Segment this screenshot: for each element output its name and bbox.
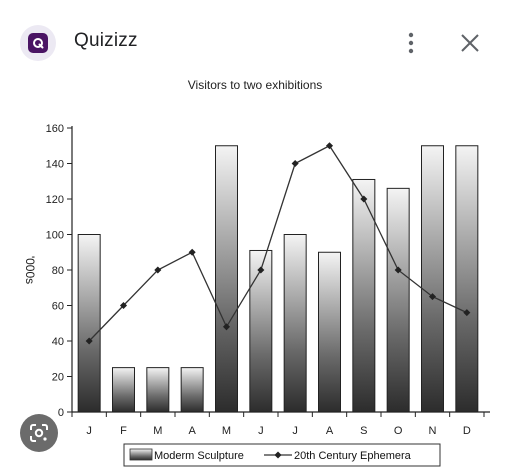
app-header: Quizizz: [0, 0, 512, 84]
bar-6: [283, 234, 307, 413]
x-tick-label-3: A: [188, 425, 196, 437]
ephemera-point-3: [188, 248, 196, 256]
x-tick-label-2: M: [153, 425, 162, 437]
y-tick-label-5: 100: [46, 230, 64, 242]
y-tick-label-1: 20: [52, 372, 64, 384]
x-tick-label-7: A: [326, 425, 334, 437]
x-tick-label-9: O: [394, 425, 403, 437]
legend-entry-ephemera: 20th Century Ephemera: [294, 450, 412, 462]
ephemera-point-8: [360, 195, 368, 203]
axes-group: 0 20 40 60 80 100 120 140 160 J F M A M J J A S O N D: [46, 123, 490, 437]
app-name: Quizizz: [74, 30, 138, 51]
y-tick-label-2: 40: [52, 336, 64, 348]
chart-area: Visitors to two exhibitions '000s 0 20 40 6…: [0, 66, 512, 476]
ephemera-point-0: [85, 337, 93, 345]
bar-7: [318, 251, 341, 413]
x-tick-label-4: M: [222, 425, 231, 437]
legend-entry-sculpture: Moderm Sculpture: [154, 450, 244, 462]
x-tick-label-8: S: [360, 425, 367, 437]
x-tick-label-10: N: [429, 425, 437, 437]
close-button[interactable]: [456, 27, 484, 59]
google-lens-icon: [30, 424, 48, 442]
ephemera-point-7: [325, 142, 334, 150]
ephemera-point-11: [463, 309, 471, 317]
ephemera-point-2: [154, 266, 162, 274]
quizizz-q-glyph-icon: [33, 38, 44, 49]
line-series-group: [85, 142, 471, 345]
ephemera-point-1: [119, 301, 128, 310]
x-tick-label-5: J: [258, 425, 264, 437]
ephemera-point-6: [291, 159, 299, 168]
close-icon: [461, 34, 479, 52]
legend-line-marker: [274, 451, 282, 459]
bar-1: [112, 367, 135, 413]
bar-4: [215, 145, 238, 413]
bar-series-group: [77, 145, 479, 413]
chart-title: Visitors to two exhibitions: [188, 78, 323, 92]
visitors-chart: Visitors to two exhibitions '000s 0 20 40 6…: [23, 78, 490, 467]
legend: Moderm Sculpture 20th Century Ephemera: [123, 443, 441, 467]
google-lens-button[interactable]: [20, 414, 58, 452]
ephemera-line: [88, 144, 468, 342]
quizizz-logo-mark: [28, 33, 48, 53]
more-vert-button[interactable]: [400, 27, 422, 59]
x-tick-label-1: F: [120, 425, 127, 437]
y-tick-label-3: 60: [52, 301, 64, 313]
ephemera-point-5: [257, 266, 265, 274]
ephemera-point-10: [428, 293, 437, 301]
x-tick-label-11: D: [463, 425, 471, 437]
bar-9: [386, 187, 410, 413]
x-tick-label-0: J: [86, 425, 92, 437]
ephemera-point-9: [394, 266, 402, 274]
y-axis-label: '000s: [23, 256, 37, 284]
ephemera-point-4: [222, 323, 231, 331]
y-tick-label-0: 0: [58, 407, 64, 419]
quizizz-logo-icon[interactable]: [20, 25, 56, 61]
y-tick-label-7: 140: [46, 159, 64, 171]
bar-0: [77, 234, 101, 413]
y-tick-label-6: 120: [46, 194, 64, 206]
bar-3: [180, 367, 204, 413]
y-tick-label-8: 160: [46, 123, 64, 135]
more-vert-icon: [408, 32, 414, 54]
legend-bar-swatch: [129, 448, 153, 461]
x-tick-label-6: J: [292, 425, 298, 437]
bar-5: [249, 249, 273, 413]
bar-10: [421, 145, 444, 413]
y-tick-label-4: 80: [52, 265, 64, 277]
bar-11: [455, 145, 479, 413]
bar-2: [146, 367, 170, 413]
